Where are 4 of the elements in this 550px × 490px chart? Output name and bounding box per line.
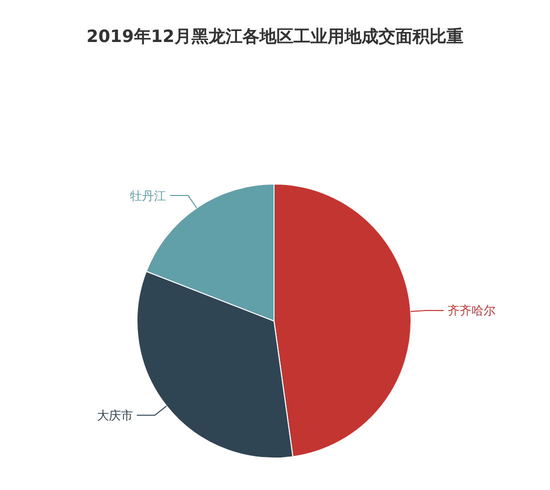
slice-label: 牡丹江 xyxy=(130,188,166,203)
chart-title: 2019年12月黑龙江各地区工业用地成交面积比重 xyxy=(86,27,464,47)
slice-label: 大庆市 xyxy=(96,408,133,422)
slice-label: 齐齐哈尔 xyxy=(448,304,496,318)
